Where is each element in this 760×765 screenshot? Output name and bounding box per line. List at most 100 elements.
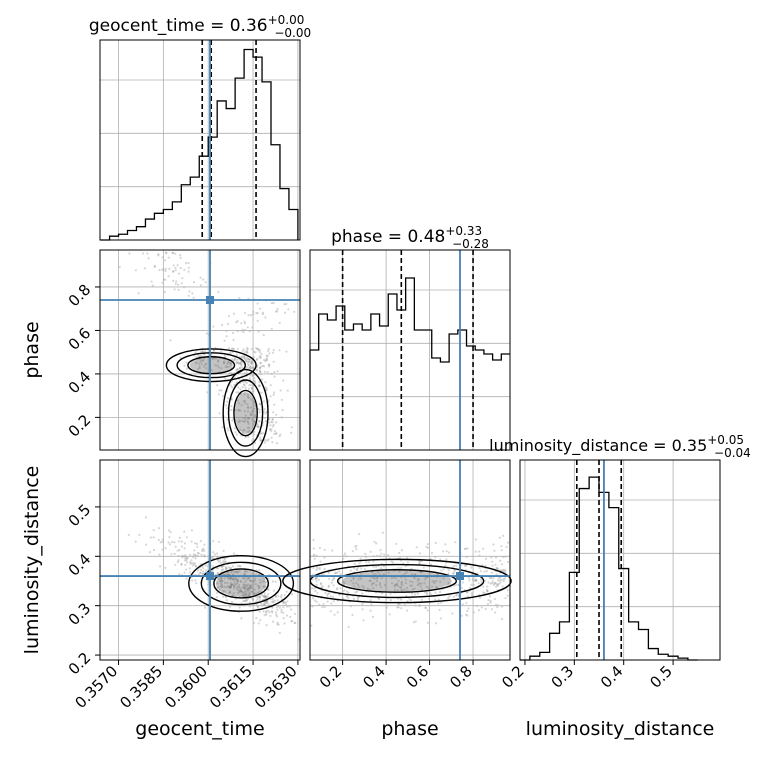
sample-point bbox=[239, 388, 242, 391]
sample-point bbox=[261, 580, 264, 583]
sample-point bbox=[279, 389, 282, 392]
sample-point bbox=[318, 568, 321, 571]
sample-point bbox=[245, 590, 248, 593]
sample-point bbox=[134, 540, 137, 543]
sample-point bbox=[172, 270, 175, 273]
sample-point bbox=[371, 615, 374, 619]
sample-point bbox=[291, 619, 294, 623]
sample-point bbox=[500, 545, 503, 548]
sample-point bbox=[284, 601, 287, 604]
sample-point bbox=[228, 591, 231, 594]
sample-point bbox=[235, 369, 238, 372]
contour-level-1 bbox=[233, 389, 258, 437]
sample-point bbox=[391, 582, 394, 585]
sample-point bbox=[507, 560, 510, 564]
sample-point bbox=[358, 586, 361, 589]
sample-point bbox=[258, 610, 261, 613]
sample-point bbox=[197, 354, 200, 357]
sample-point bbox=[243, 420, 246, 423]
sample-point bbox=[241, 586, 244, 589]
sample-point bbox=[259, 355, 262, 358]
sample-point bbox=[331, 595, 334, 599]
sample-point bbox=[363, 568, 366, 571]
sample-point bbox=[387, 554, 390, 557]
y-tick-label-luminosity-distance: 0.3 bbox=[65, 599, 95, 629]
sample-point bbox=[202, 572, 205, 575]
sample-point bbox=[256, 312, 259, 315]
sample-point bbox=[247, 422, 250, 425]
sample-point bbox=[172, 264, 175, 267]
sample-point bbox=[247, 435, 250, 438]
x-tick-label-geocent-time: 0.3600 bbox=[161, 662, 211, 712]
sample-point bbox=[195, 361, 198, 364]
sample-point bbox=[246, 426, 249, 429]
sample-point bbox=[276, 310, 279, 313]
sample-point bbox=[201, 548, 204, 551]
sample-point bbox=[222, 361, 226, 364]
sample-point bbox=[254, 351, 257, 354]
sample-point bbox=[258, 438, 262, 442]
sample-point bbox=[267, 438, 270, 441]
sample-point bbox=[220, 577, 223, 580]
sample-point bbox=[246, 406, 249, 409]
sample-point bbox=[242, 355, 245, 359]
sample-point bbox=[187, 294, 190, 297]
sample-point bbox=[245, 381, 248, 385]
sample-point bbox=[202, 358, 205, 361]
sample-point bbox=[239, 409, 242, 412]
sample-point bbox=[178, 573, 181, 576]
sample-point bbox=[220, 577, 223, 580]
sample-point bbox=[420, 582, 423, 585]
sample-point bbox=[229, 571, 233, 574]
sample-point bbox=[212, 325, 215, 328]
sample-point bbox=[323, 556, 326, 559]
x-tick-label-luminosity-distance: 0.2 bbox=[498, 662, 528, 692]
sample-point bbox=[282, 617, 285, 620]
sample-point bbox=[192, 296, 195, 299]
sample-point bbox=[193, 562, 196, 565]
sample-point bbox=[216, 552, 219, 555]
sample-point bbox=[313, 553, 316, 556]
hist-frame-phase bbox=[309, 249, 511, 451]
truth-marker bbox=[456, 572, 464, 581]
sample-point bbox=[330, 581, 333, 584]
sample-point bbox=[248, 577, 251, 580]
density-core bbox=[342, 570, 452, 592]
sample-point bbox=[264, 611, 268, 614]
sample-point bbox=[399, 586, 402, 589]
sample-point bbox=[361, 608, 364, 611]
sample-point bbox=[270, 610, 273, 613]
sample-point bbox=[400, 581, 403, 585]
sample-point bbox=[232, 578, 235, 581]
sample-point bbox=[236, 564, 239, 568]
sample-point bbox=[172, 270, 175, 273]
sample-point bbox=[212, 540, 215, 543]
sample-point bbox=[320, 573, 323, 576]
sample-point bbox=[496, 606, 499, 609]
sample-point bbox=[400, 598, 403, 601]
sample-point bbox=[262, 585, 265, 588]
sample-point bbox=[244, 585, 247, 589]
sample-point bbox=[216, 364, 219, 367]
sample-point bbox=[374, 573, 377, 576]
sample-point bbox=[172, 251, 175, 254]
sample-point bbox=[396, 582, 399, 585]
sample-point bbox=[323, 548, 326, 551]
sample-point bbox=[245, 359, 248, 363]
sample-point bbox=[264, 439, 267, 442]
sample-point bbox=[222, 590, 225, 593]
sample-point bbox=[168, 267, 171, 270]
sample-point bbox=[312, 538, 315, 542]
sample-point bbox=[411, 580, 414, 584]
sample-point bbox=[491, 560, 494, 563]
sample-point bbox=[262, 576, 265, 580]
sample-point bbox=[264, 386, 267, 389]
sample-point bbox=[246, 356, 249, 359]
sample-point bbox=[455, 564, 458, 567]
histogram-phase bbox=[309, 277, 510, 450]
sample-point bbox=[284, 311, 287, 314]
sample-point bbox=[217, 577, 220, 580]
sample-point bbox=[369, 579, 372, 582]
sample-point bbox=[246, 403, 249, 406]
sample-point bbox=[275, 413, 278, 416]
